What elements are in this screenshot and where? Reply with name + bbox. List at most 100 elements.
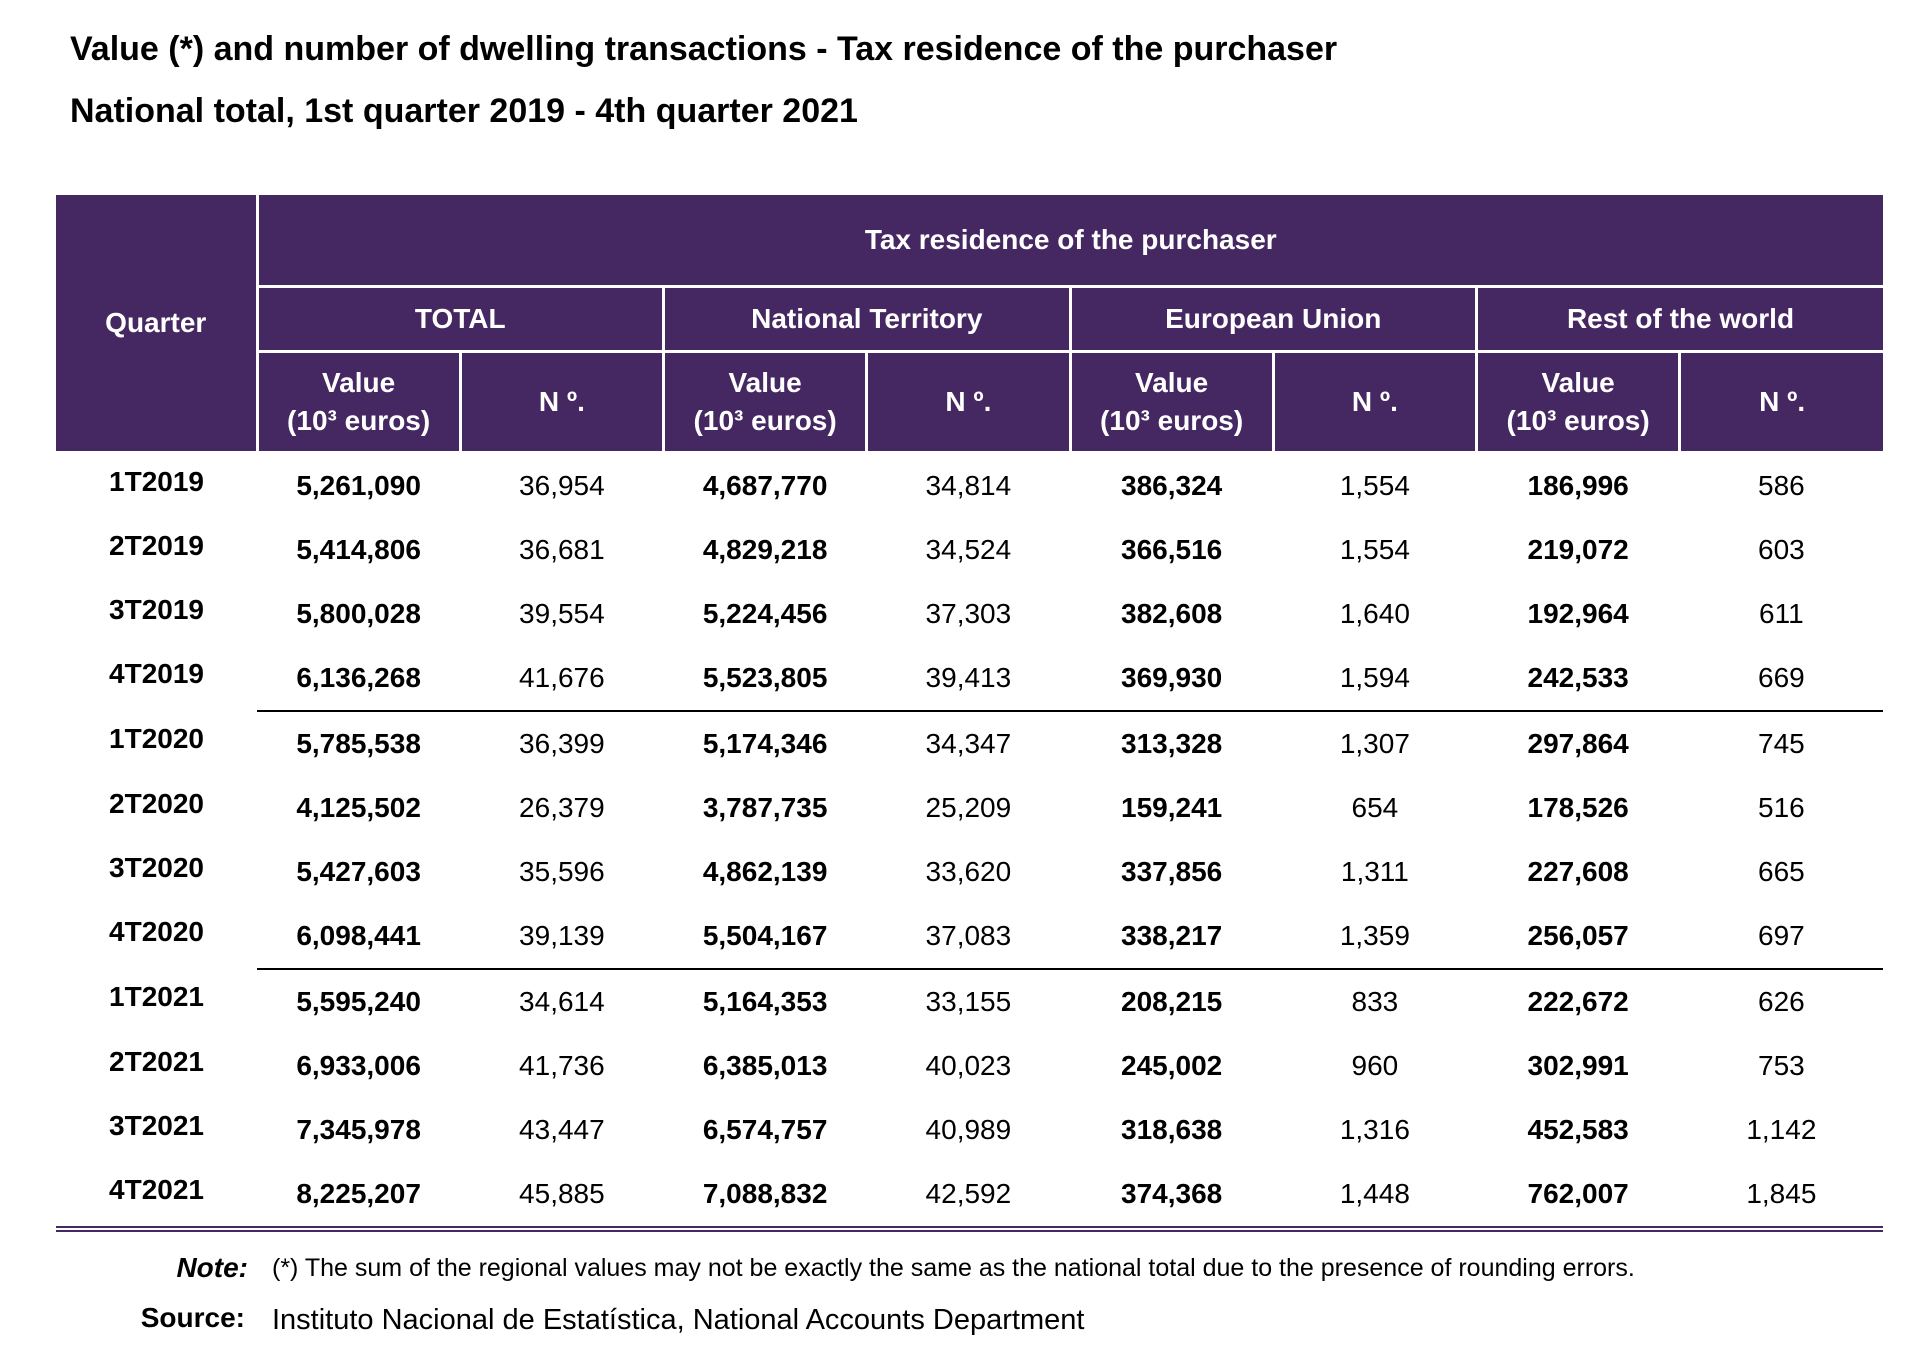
value-cell: 159,241 — [1121, 792, 1223, 823]
quarter-cell: 2T2020 — [109, 788, 204, 819]
quarter-header: Quarter — [56, 195, 259, 454]
count-header: N º. — [1678, 350, 1883, 454]
value-header: Value (10³ euros) — [1474, 350, 1682, 454]
count-cell: 1,307 — [1339, 728, 1410, 759]
group-header: Tax residence of the purchaser — [255, 195, 1883, 288]
value-cell: 5,595,240 — [296, 986, 421, 1017]
table-row: 4T2019 6,136,268 41,676 5,523,805 39,413 369,… — [56, 646, 1883, 712]
data-table: Quarter Tax residence of the purchaser T… — [56, 195, 1883, 1232]
table-row: 3T2019 5,800,028 39,554 5,224,456 37,303 382,… — [56, 582, 1883, 646]
value-cell: 762,007 — [1476, 1162, 1680, 1232]
count-cell: 1,554 — [1339, 534, 1410, 565]
value-cell: 5,785,538 — [296, 728, 421, 759]
count-cell: 34,524 — [925, 534, 1012, 565]
value-cell: 338,217 — [1070, 904, 1274, 970]
table-header: Quarter Tax residence of the purchaser T… — [56, 195, 1883, 454]
count-cell: 39,554 — [519, 598, 605, 629]
quarter-cell: 3T2019 — [109, 594, 204, 625]
table-row: 4T2021 8,225,207 45,885 7,088,832 42,592 374,… — [56, 1162, 1883, 1232]
count-cell: 1,142 — [1746, 1114, 1817, 1145]
value-label: Value — [728, 367, 802, 398]
count-cell: 35,596 — [519, 856, 605, 887]
count-cell: 36,399 — [519, 728, 605, 759]
value-cell: 186,996 — [1527, 470, 1629, 501]
value-header: Value (10³ euros) — [255, 350, 462, 454]
value-cell: 4,829,218 — [702, 534, 828, 565]
count-cell: 1,316 — [1339, 1114, 1410, 1145]
value-cell: 8,225,207 — [257, 1162, 461, 1232]
subtitle: National total, 1st quarter 2019 - 4th q… — [70, 92, 858, 130]
value-unit: (10³ euros) — [693, 405, 837, 436]
count-cell: 833 — [1351, 986, 1399, 1017]
count-cell: 34,347 — [925, 728, 1012, 759]
value-label: Value — [1135, 367, 1209, 398]
title: Value (*) and number of dwelling transac… — [70, 30, 1338, 68]
table-row: 2T2021 6,933,006 41,736 6,385,013 40,023 245,… — [56, 1034, 1883, 1098]
value-cell: 4,687,770 — [702, 470, 828, 501]
value-cell: 5,164,353 — [702, 986, 828, 1017]
count-cell: 753 — [1758, 1050, 1805, 1081]
table-row: 3T2020 5,427,603 35,596 4,862,139 33,620 337,… — [56, 840, 1883, 904]
count-cell: 669 — [1679, 646, 1883, 712]
table-row: 2T2020 4,125,502 26,379 3,787,735 25,209 159,… — [56, 776, 1883, 840]
count-cell: 516 — [1758, 792, 1805, 823]
value-unit: (10³ euros) — [287, 405, 431, 436]
count-cell: 1,359 — [1273, 904, 1477, 970]
table-row: 2T2019 5,414,806 36,681 4,829,218 34,524 366,… — [56, 518, 1883, 582]
quarter-cell: 4T2019 — [109, 658, 204, 689]
value-label: Value — [322, 367, 396, 398]
value-cell: 313,328 — [1121, 728, 1223, 759]
count-cell: 33,620 — [925, 856, 1012, 887]
value-cell: 297,864 — [1527, 728, 1629, 759]
table-body: 1T2019 5,261,090 36,954 4,687,770 34,814 386,… — [56, 453, 1883, 1232]
value-cell: 5,427,603 — [296, 856, 421, 887]
value-cell: 245,002 — [1121, 1050, 1223, 1081]
value-cell: 192,964 — [1527, 598, 1629, 629]
value-cell: 7,345,978 — [296, 1114, 421, 1145]
source-label: Source: — [140, 1302, 245, 1333]
value-cell: 337,856 — [1121, 856, 1223, 887]
value-cell: 6,098,441 — [257, 904, 461, 970]
value-cell: 366,516 — [1121, 534, 1223, 565]
value-cell: 178,526 — [1527, 792, 1629, 823]
count-cell: 611 — [1759, 598, 1804, 629]
value-label: Value — [1541, 367, 1615, 398]
count-cell: 665 — [1758, 856, 1805, 887]
table-row: 1T2021 5,595,240 34,614 5,164,353 33,155 208,… — [56, 969, 1883, 1034]
count-cell: 1,448 — [1273, 1162, 1477, 1232]
value-cell: 222,672 — [1527, 986, 1629, 1017]
table-row: 3T2021 7,345,978 43,447 6,574,757 40,989 318,… — [56, 1098, 1883, 1162]
count-cell: 697 — [1679, 904, 1883, 970]
count-cell: 1,554 — [1339, 470, 1410, 501]
value-cell: 374,368 — [1070, 1162, 1274, 1232]
count-cell: 37,303 — [925, 598, 1012, 629]
count-cell: 37,083 — [866, 904, 1070, 970]
value-unit: (10³ euros) — [1506, 405, 1650, 436]
count-cell: 43,447 — [519, 1114, 605, 1145]
count-cell: 39,139 — [460, 904, 664, 970]
value-cell: 5,504,167 — [663, 904, 867, 970]
value-header: Value (10³ euros) — [1068, 350, 1275, 454]
value-header: Value (10³ euros) — [661, 350, 869, 454]
value-cell: 6,136,268 — [257, 646, 461, 712]
value-cell: 382,608 — [1121, 598, 1223, 629]
quarter-cell: 1T2021 — [109, 981, 204, 1012]
count-cell: 34,614 — [519, 986, 605, 1017]
count-cell: 34,814 — [925, 470, 1012, 501]
count-cell: 1,594 — [1273, 646, 1477, 712]
group-header: Rest of the world — [1475, 285, 1883, 353]
value-cell: 6,385,013 — [702, 1050, 828, 1081]
quarter-cell: 4T2021 — [56, 1162, 257, 1232]
count-cell: 39,413 — [866, 646, 1070, 712]
quarter-cell: 3T2020 — [109, 852, 204, 883]
count-cell: 745 — [1758, 728, 1805, 759]
value-cell: 452,583 — [1527, 1114, 1629, 1145]
count-cell: 41,676 — [460, 646, 664, 712]
quarter-cell: 2T2019 — [109, 530, 204, 561]
count-header: N º. — [1271, 350, 1479, 454]
value-cell: 386,324 — [1121, 470, 1223, 501]
count-cell: 960 — [1351, 1050, 1399, 1081]
group-header: European Union — [1068, 285, 1478, 353]
count-cell: 45,885 — [460, 1162, 664, 1232]
count-cell: 33,155 — [925, 986, 1012, 1017]
